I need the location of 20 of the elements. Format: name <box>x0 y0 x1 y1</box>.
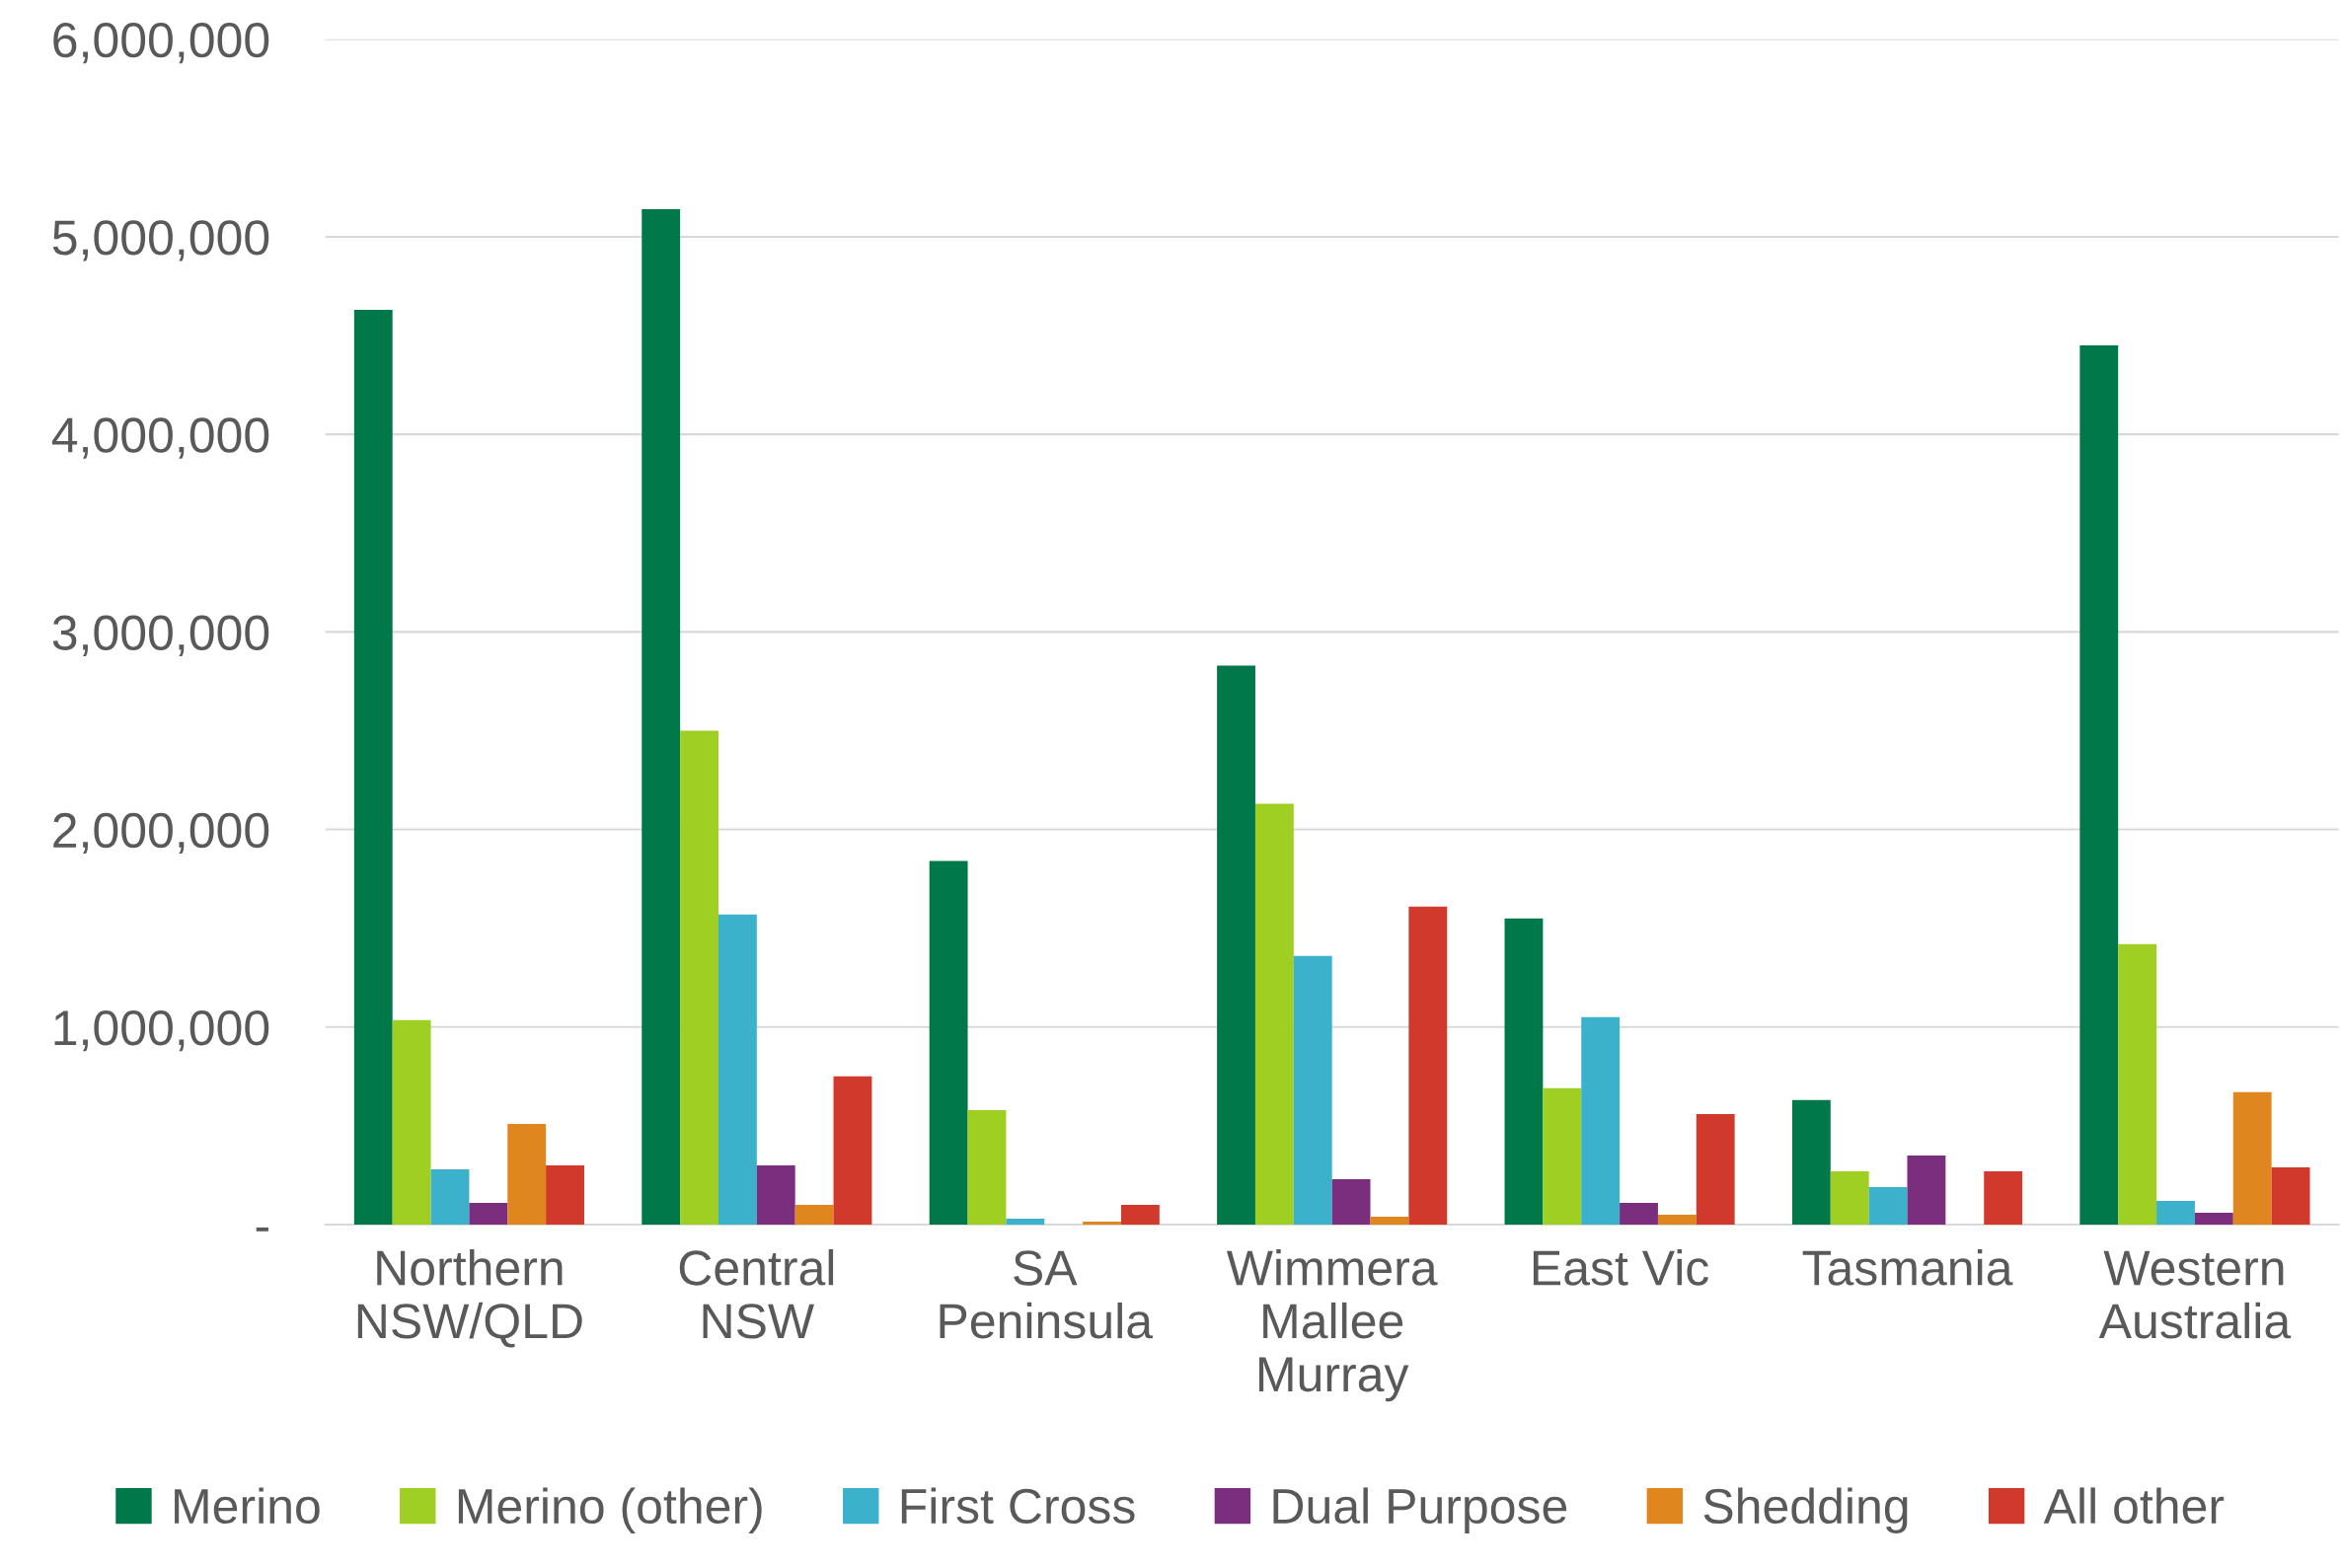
legend-label: Merino <box>175 1487 320 1525</box>
legend-label: All other <box>2043 1487 2225 1525</box>
x-tick-label: East Vic <box>1533 1249 1709 1286</box>
y-tick-label: 5,000,000 <box>52 220 269 261</box>
x-tick-label: Wimmera Mallee Murray <box>1226 1249 1438 1402</box>
y-tick-label: 2,000,000 <box>53 812 269 855</box>
x-tick-label: Northern NSW/QLD <box>357 1249 582 1348</box>
legend-label: Dual Purpose <box>1273 1487 1567 1533</box>
legend-label: Shedding <box>1703 1487 1908 1533</box>
y-tick-label: 4,000,000 <box>51 417 269 459</box>
x-tick-label: Central NSW <box>679 1249 834 1339</box>
y-tick-label: - <box>256 1227 268 1232</box>
y-tick-label: 6,000,000 <box>53 22 269 64</box>
y-tick-label: 3,000,000 <box>52 615 269 656</box>
legend-label: First Cross <box>901 1487 1135 1525</box>
y-tick-label: 1,000,000 <box>54 1010 269 1052</box>
x-tick-label: SA Peninsula <box>940 1250 1154 1339</box>
x-tick-label: Tasmania <box>1802 1249 2013 1286</box>
legend-label: Merino (other) <box>458 1487 762 1533</box>
x-tick-label: Western Australia <box>2098 1250 2292 1339</box>
